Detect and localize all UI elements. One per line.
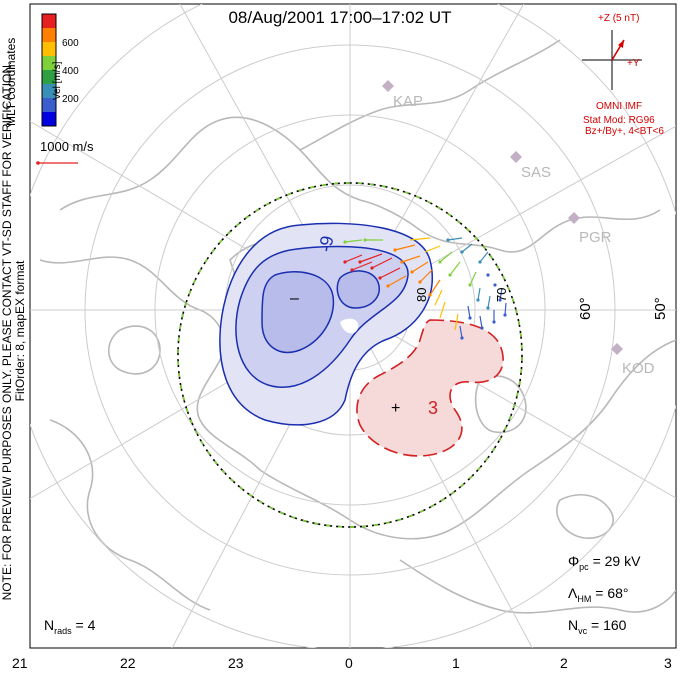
- pos-contour-label: 3: [428, 398, 439, 418]
- stat-nvc-symbol: N: [568, 617, 579, 633]
- stat-lambda-value: = 68°: [595, 585, 629, 601]
- mlt-tick-22: 22: [120, 655, 136, 671]
- stat-lambda-hm: ΛHM = 68°: [568, 585, 629, 604]
- positive-potential-cell: [356, 319, 504, 457]
- scale-vector-label: 1000 m/s: [40, 139, 94, 154]
- neg-contour-inner: [261, 271, 335, 354]
- station-marker-kap: [382, 80, 394, 92]
- colorbar-swatch: [42, 70, 56, 84]
- station-marker-sas: [510, 151, 522, 163]
- colorbar-tick-200: 200: [62, 94, 79, 105]
- lat-label-50: 50°: [652, 297, 669, 320]
- coord-label: MLT coordinates: [4, 37, 18, 126]
- stat-n-vc: Nvc = 160: [568, 617, 626, 636]
- stat-phi-value: = 29 kV: [592, 553, 641, 569]
- stat-lambda-symbol: Λ: [568, 585, 578, 601]
- stat-nvc-sub: vc: [578, 625, 588, 636]
- colorbar-swatch: [42, 112, 56, 126]
- station-markers: [382, 80, 623, 355]
- mlt-tick-3: 3: [664, 655, 672, 671]
- imf-condition: Bz+/By+, 4<BT<6: [585, 126, 664, 137]
- colorbar-swatch: [42, 42, 56, 56]
- colorbar-swatch: [42, 14, 56, 28]
- stat-n-rads: Nrads = 4: [44, 617, 95, 636]
- imf-y-label: +Y: [627, 58, 640, 69]
- imf-source: OMNI IMF: [596, 101, 643, 112]
- mlt-tick-2: 2: [560, 655, 568, 671]
- stat-phi-symbol: Φ: [568, 553, 580, 569]
- stat-lambda-sub: HM: [577, 593, 592, 604]
- lat-label-80: 80: [414, 287, 429, 302]
- station-label-kod: KOD: [622, 360, 655, 377]
- lat-label-60: 60°: [577, 297, 594, 320]
- colorbar-swatch: [42, 98, 56, 112]
- colorbar-swatch: [42, 28, 56, 42]
- stat-phi-pc: Φpc = 29 kV: [568, 553, 640, 572]
- lat-label-70: 70: [494, 287, 509, 302]
- station-label-kap: KAP: [393, 93, 424, 110]
- colorbar-swatch: [42, 84, 56, 98]
- colorbar-swatch: [42, 56, 56, 70]
- stat-nvc-value: = 160: [591, 617, 627, 633]
- imf-model: Stat Mod: RG96: [583, 115, 655, 126]
- stat-phi-sub: pc: [579, 561, 589, 572]
- mlt-tick-1: 1: [452, 655, 460, 671]
- heppner-maynard-boundary: [177, 182, 523, 528]
- neg-contour-label: -9: [315, 234, 338, 254]
- mlt-tick-0: 0: [345, 655, 353, 671]
- velocity-colorbar: [41, 13, 57, 127]
- imf-z-label: +Z (5 nT): [598, 13, 640, 24]
- mlt-tick-23: 23: [228, 655, 244, 671]
- neg-notch: [340, 318, 359, 334]
- map-title: 08/Aug/2001 17:00–17:02 UT: [228, 8, 452, 27]
- station-marker-pgr: [568, 212, 580, 224]
- colorbar-tick-600: 600: [62, 38, 79, 49]
- scale-vector-dot: [36, 161, 40, 165]
- station-label-sas: SAS: [521, 164, 552, 181]
- imf-clock: [582, 30, 642, 90]
- station-marker-kod: [611, 343, 623, 355]
- pos-center-marker: +: [391, 400, 401, 417]
- colorbar-tick-400: 400: [62, 66, 79, 77]
- velocity-vectors: [343, 237, 507, 340]
- colorbar-border: [41, 13, 57, 127]
- mlt-tick-21: 21: [12, 655, 28, 671]
- neg-contour-north: [336, 270, 380, 309]
- stat-nrads-sub: rads: [54, 625, 72, 636]
- neg-center-marker: –: [290, 290, 299, 307]
- station-label-pgr: PGR: [579, 229, 612, 246]
- negative-potential-cell: [219, 222, 433, 426]
- stat-nrads-symbol: N: [44, 617, 55, 633]
- stat-nrads-value: = 4: [75, 617, 96, 633]
